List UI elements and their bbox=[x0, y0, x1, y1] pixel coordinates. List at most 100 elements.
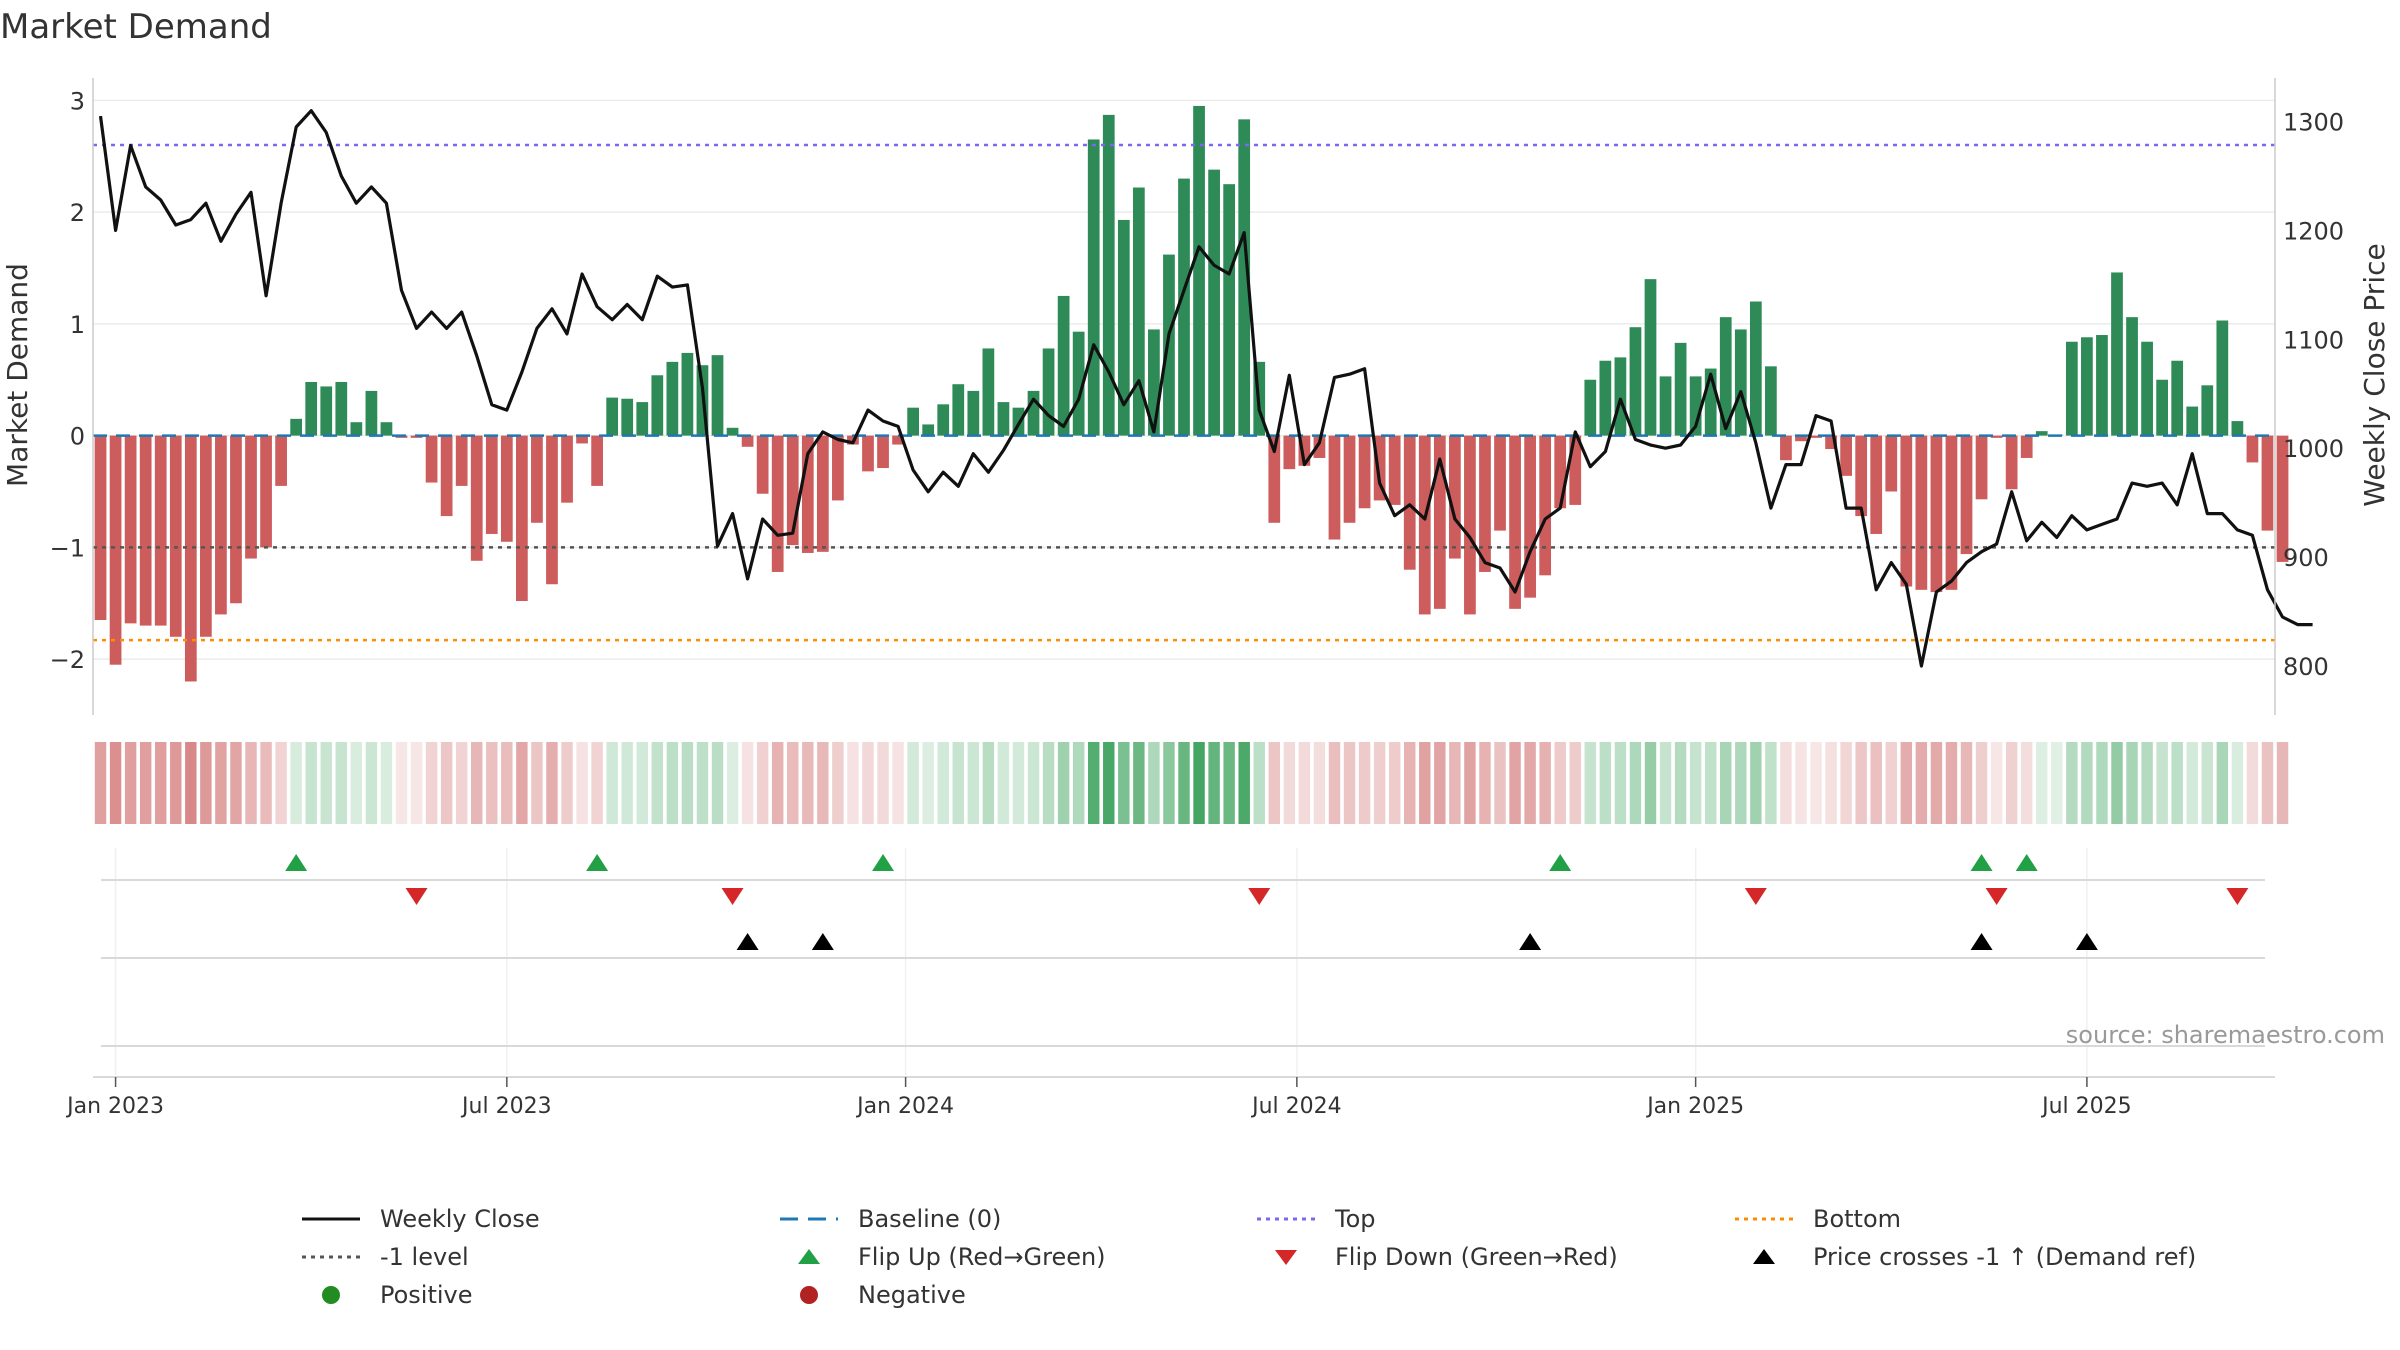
demand-bar bbox=[2035, 431, 2048, 436]
triangle-up-icon bbox=[778, 1247, 840, 1267]
heat-cell bbox=[1735, 742, 1747, 824]
demand-bar bbox=[606, 397, 619, 436]
demand-bar bbox=[1990, 435, 2003, 438]
demand-bar bbox=[1208, 169, 1220, 436]
demand-bar bbox=[2246, 435, 2259, 463]
heat-cell bbox=[546, 742, 558, 824]
heat-cell bbox=[741, 742, 754, 824]
heat-cell bbox=[516, 742, 528, 824]
heat-cell bbox=[651, 742, 664, 824]
heat-cell bbox=[1343, 742, 1356, 824]
heat-cell bbox=[937, 742, 949, 824]
heat-cell bbox=[2096, 742, 2108, 824]
demand-bar bbox=[937, 404, 950, 436]
heat-cell bbox=[2020, 742, 2033, 824]
heat-cell bbox=[1223, 742, 1235, 824]
heat-cell bbox=[2051, 742, 2063, 824]
demand-bar bbox=[1494, 435, 1506, 531]
demand-bar bbox=[275, 435, 287, 486]
heat-cell bbox=[185, 742, 197, 824]
demand-bar bbox=[1915, 435, 1928, 590]
demand-bar bbox=[2156, 379, 2169, 436]
weekly-close-line bbox=[98, 109, 2313, 668]
heat-cell bbox=[1057, 742, 1070, 824]
demand-bars bbox=[94, 105, 2289, 682]
reference-lines bbox=[93, 143, 2275, 642]
demand-bar bbox=[1027, 390, 1040, 436]
heat-cell bbox=[1388, 742, 1401, 824]
demand-bar bbox=[1749, 301, 1762, 436]
heat-cell bbox=[802, 742, 814, 824]
flip-down-marker bbox=[2226, 888, 2249, 905]
heat-cell bbox=[1975, 742, 1988, 824]
heat-cell bbox=[1720, 742, 1732, 824]
heat-cell bbox=[1704, 742, 1717, 824]
heat-cell bbox=[1178, 742, 1190, 824]
heat-cell bbox=[1464, 742, 1476, 824]
heat-cell bbox=[1163, 742, 1175, 824]
heat-cell bbox=[1208, 742, 1220, 824]
heat-cell bbox=[1072, 742, 1085, 824]
heat-cell bbox=[621, 742, 633, 824]
heat-cell bbox=[1118, 742, 1130, 824]
demand-bar bbox=[1223, 184, 1236, 436]
demand-bar bbox=[1689, 376, 1702, 436]
demand-bar bbox=[1975, 435, 1988, 500]
demand-bar bbox=[245, 435, 257, 559]
flip-up-marker bbox=[285, 854, 308, 871]
demand-bar bbox=[726, 427, 739, 436]
demand-bar bbox=[816, 435, 829, 552]
y-tick-label-left: −1 bbox=[50, 534, 85, 562]
demand-bar bbox=[184, 435, 197, 682]
heat-cell bbox=[395, 742, 408, 824]
heat-cell bbox=[2246, 742, 2259, 824]
price-cross-marker bbox=[736, 933, 759, 950]
heat-cell bbox=[1689, 742, 1702, 824]
demand-bar bbox=[2081, 337, 2093, 436]
heat-cell bbox=[576, 742, 588, 824]
heat-cell bbox=[726, 742, 739, 824]
demand-bar bbox=[952, 384, 965, 436]
demand-bar bbox=[621, 398, 634, 436]
demand-bar bbox=[1719, 317, 1732, 436]
heat-cell bbox=[1945, 742, 1958, 824]
y-tick-label-left: 3 bbox=[70, 87, 85, 115]
heat-cell bbox=[2111, 742, 2123, 824]
heat-cell bbox=[1659, 742, 1672, 824]
demand-bar bbox=[380, 422, 393, 436]
y-tick-label-right: 1000 bbox=[2283, 435, 2344, 463]
heat-cell bbox=[817, 742, 829, 824]
heat-cell bbox=[410, 742, 423, 824]
x-tick-label: Jan 2025 bbox=[1645, 1094, 1744, 1119]
demand-bar bbox=[1704, 368, 1717, 436]
legend-price-cross: Price crosses -1 ↑ (Demand ref) bbox=[1733, 1243, 2196, 1271]
demand-bar bbox=[1418, 435, 1431, 615]
demand-bar bbox=[1524, 435, 1536, 598]
demand-bar bbox=[215, 435, 227, 615]
y-axis-right-label: Weekly Close Price bbox=[2358, 243, 2391, 506]
heat-cell bbox=[1584, 742, 1597, 824]
demand-bar bbox=[967, 390, 980, 436]
heat-cell bbox=[350, 742, 363, 824]
heat-cell bbox=[471, 742, 483, 824]
heat-cell bbox=[1404, 742, 1416, 824]
demand-bar bbox=[1373, 435, 1386, 501]
heat-cell bbox=[109, 742, 122, 824]
demand-bar bbox=[2126, 317, 2138, 436]
heat-cell bbox=[1313, 742, 1326, 824]
heat-cell bbox=[2081, 742, 2093, 824]
y-tick-label-left: 0 bbox=[70, 423, 85, 451]
demand-bar bbox=[546, 435, 558, 585]
flip-up-marker bbox=[1970, 854, 1993, 871]
demand-bar bbox=[230, 435, 242, 604]
demand-bar bbox=[997, 402, 1010, 436]
demand-bar bbox=[741, 435, 754, 447]
demand-bar bbox=[1042, 348, 1055, 436]
legend-bottom: Bottom bbox=[1735, 1205, 1902, 1233]
demand-bar bbox=[2231, 421, 2244, 436]
heat-cell bbox=[2126, 742, 2138, 824]
demand-bar bbox=[139, 435, 152, 626]
demand-bar bbox=[2201, 385, 2214, 436]
demand-bar bbox=[1960, 435, 1973, 555]
heat-cell bbox=[200, 742, 212, 824]
